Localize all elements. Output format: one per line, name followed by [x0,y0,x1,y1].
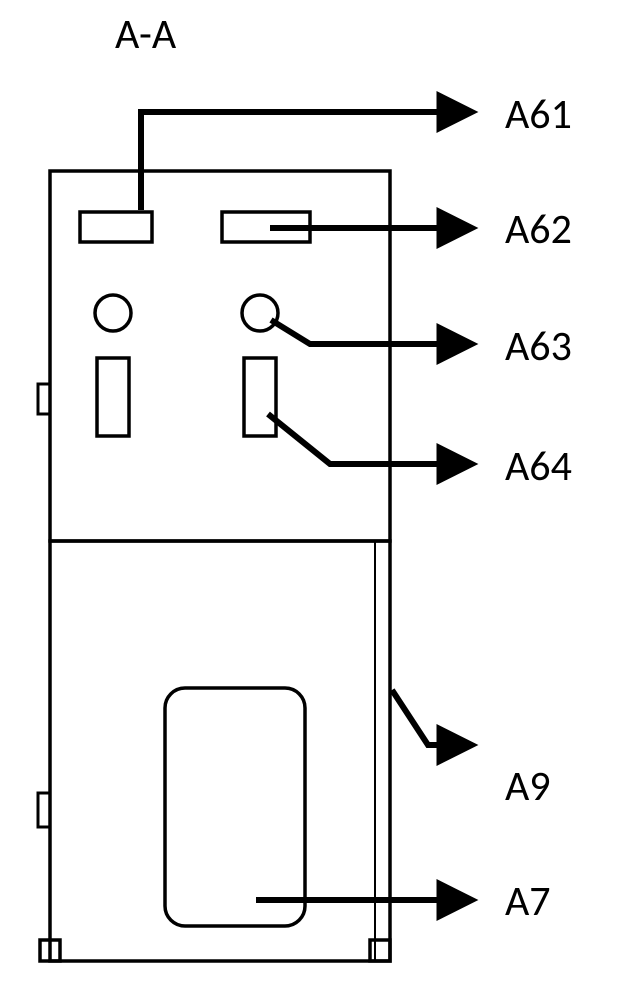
section-title: A-A [115,9,177,60]
leader-a61 [141,112,470,160]
diagram-canvas: A-A A61 A62 A63 A64 A9 A7 [0,0,636,1000]
circle-left [95,295,131,331]
label-a63: A63 [505,321,572,372]
rect-lower-left [97,358,129,436]
label-a9: A9 [505,761,551,812]
window-rounded [165,688,305,926]
label-a61: A61 [505,89,572,140]
leader-a64 [268,414,470,464]
left-tab-lower [38,793,50,827]
rect-upper-left [80,212,152,242]
label-a64: A64 [505,441,572,492]
leader-a9 [392,690,470,745]
leader-a63 [271,320,470,344]
circle-right [242,295,278,331]
label-a62: A62 [505,204,572,255]
left-notch-upper [38,384,50,414]
foot-right [370,940,390,961]
label-a7: A7 [505,876,551,927]
rect-lower-right [244,358,276,436]
